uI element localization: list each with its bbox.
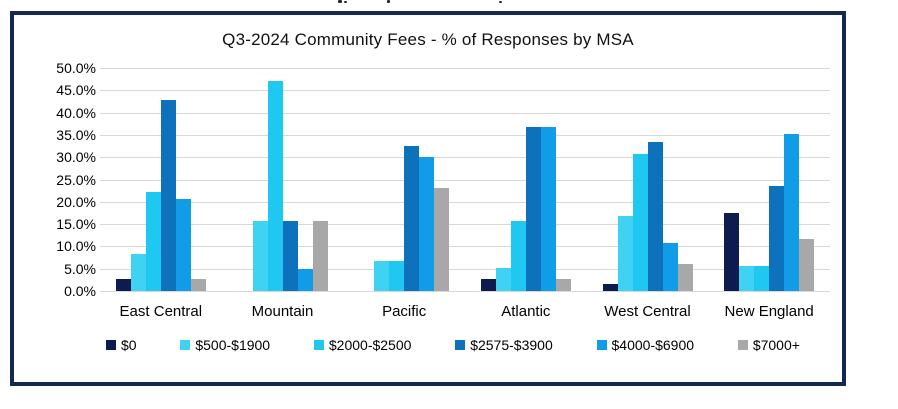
legend-label: $4000-$6900 — [611, 337, 695, 353]
y-axis-tick-label: 10.0% — [56, 238, 96, 255]
bar-3-east-central — [145, 191, 161, 291]
gridline — [100, 291, 830, 292]
bar-1-west-central — [602, 283, 618, 291]
legend-swatch-icon — [455, 340, 466, 350]
gridline — [100, 68, 830, 69]
x-axis-category-label: Mountain — [251, 303, 314, 320]
chart-frame: Q3-2024 Community Fees - % of Responses … — [10, 11, 846, 386]
bar-2-east-central — [130, 254, 146, 291]
bar-6-atlantic — [555, 279, 571, 291]
bar-5-west-central — [662, 243, 678, 291]
y-axis-tick-label: 30.0% — [56, 149, 96, 166]
bar-4-new-england — [769, 186, 785, 291]
y-axis-tick-label: 15.0% — [56, 216, 96, 233]
legend-entry: $2000-$2500 — [313, 337, 412, 353]
bar-5-pacific — [419, 157, 435, 291]
bar-6-west-central — [677, 263, 693, 291]
legend-label: $2000-$2500 — [328, 337, 412, 353]
bar-4-east-central — [160, 99, 176, 291]
bar-4-pacific — [404, 146, 420, 291]
y-axis-tick-label: 25.0% — [56, 171, 96, 188]
x-axis-category-label: East Central — [119, 303, 203, 320]
bar-3-new-england — [754, 265, 770, 291]
bar-3-pacific — [389, 260, 405, 291]
legend-entry: $4000-$6900 — [596, 337, 695, 353]
legend-label: $500-$1900 — [195, 337, 271, 353]
bar-4-west-central — [647, 141, 663, 291]
x-axis-category-label: West Central — [604, 303, 691, 320]
gridline — [100, 246, 830, 248]
bar-5-east-central — [175, 199, 191, 291]
bar-1-east-central — [115, 279, 131, 291]
y-axis-tick-label: 35.0% — [56, 126, 96, 143]
legend-entry: $0 — [106, 337, 137, 353]
y-axis-tick-label: 40.0% — [56, 104, 96, 121]
gridline — [100, 134, 830, 136]
x-axis-category-label: New England — [724, 303, 814, 320]
cropped-text-fragment — [499, 1, 502, 3]
gridline — [100, 268, 830, 270]
y-axis-tick-label: 45.0% — [56, 82, 96, 99]
legend-entry: $7000+ — [737, 337, 800, 353]
legend-swatch-icon — [180, 340, 191, 350]
bar-5-mountain — [297, 268, 313, 291]
bar-3-mountain — [267, 80, 283, 291]
plot-area: 50.0% 45.0% 40.0% 35.0% 30.0% 25.0% 20.0% 15.0%… — [56, 61, 830, 298]
bar-6-new-england — [799, 238, 815, 291]
bar-5-atlantic — [540, 127, 556, 291]
legend-label: $2575-$3900 — [470, 337, 553, 353]
cropped-text-fragment — [338, 0, 342, 3]
legend-label: $7000+ — [752, 337, 800, 353]
cropped-text-fragment — [387, 0, 390, 3]
legend-swatch-icon — [737, 340, 748, 350]
legend-swatch-icon — [596, 340, 607, 350]
bar-1-atlantic — [480, 279, 496, 291]
legend-entry: $500-$1900 — [180, 337, 270, 353]
y-axis-tick-label: 20.0% — [56, 193, 96, 210]
gridline — [100, 224, 830, 226]
bar-4-atlantic — [525, 127, 541, 291]
bar-6-mountain — [312, 220, 328, 291]
x-axis-category-label: Pacific — [382, 303, 427, 320]
bar-3-atlantic — [510, 220, 526, 291]
legend-swatch-icon — [313, 340, 324, 350]
bar-2-new-england — [739, 265, 755, 291]
bar-5-new-england — [784, 134, 800, 291]
gridline — [100, 201, 830, 203]
bar-2-atlantic — [495, 267, 511, 291]
bar-2-pacific — [374, 260, 390, 291]
gridline — [100, 157, 830, 159]
bar-3-west-central — [632, 154, 648, 291]
y-axis-tick-label: 5.0% — [64, 260, 96, 277]
gridline — [100, 179, 830, 181]
legend-entry: $2575-$3900 — [455, 337, 553, 353]
chart-title: Q3-2024 Community Fees - % of Responses … — [222, 30, 634, 49]
bar-6-east-central — [190, 279, 206, 291]
x-axis-category-label: Atlantic — [501, 303, 551, 320]
y-axis-tick-label: 0.0% — [64, 283, 96, 299]
legend: $0 $500-$1900 $2000-$2500 $2575-$3900 $4000-… — [106, 335, 800, 355]
bar-1-new-england — [724, 212, 740, 291]
bar-2-mountain — [252, 220, 268, 291]
gridline — [100, 112, 830, 114]
bar-2-west-central — [617, 216, 633, 291]
bar-4-mountain — [282, 220, 298, 291]
legend-swatch-icon — [106, 340, 116, 350]
gridline — [100, 90, 830, 92]
y-axis-tick-label: 50.0% — [56, 60, 96, 76]
cropped-text-fragment — [344, 1, 347, 3]
bar-6-pacific — [434, 188, 450, 291]
legend-label: $0 — [121, 337, 137, 353]
